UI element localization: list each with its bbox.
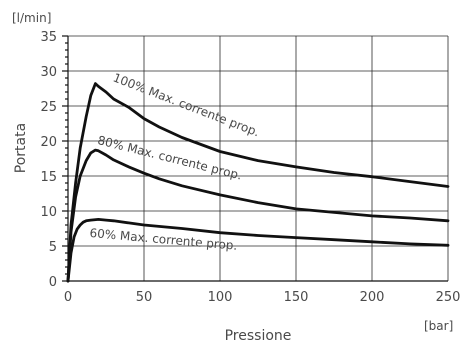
x-tick-label: 100 <box>208 290 233 305</box>
y-tick-label: 15 <box>40 170 57 185</box>
y-tick-label: 0 <box>49 275 57 290</box>
y-tick-label: 20 <box>40 135 57 150</box>
tick-label-layer: 0 50 100 150 200 250 0 5 10 15 20 25 30 35 <box>40 30 460 305</box>
y-axis-unit: [l/min] <box>12 11 51 25</box>
x-axis-title: Pressione <box>225 328 292 340</box>
series-line-3 <box>66 218 450 283</box>
series-line-2 <box>66 148 450 283</box>
x-tick-label: 150 <box>284 290 309 305</box>
y-tick-label: 25 <box>40 100 57 115</box>
series-label-3: 60% Max. corrente prop. <box>89 226 238 253</box>
x-tick-label: 250 <box>436 290 461 305</box>
x-tick-label: 50 <box>136 290 153 305</box>
series-layer <box>66 82 450 283</box>
x-tick-label: 200 <box>360 290 385 305</box>
x-tick-label: 0 <box>64 290 72 305</box>
y-tick-label: 10 <box>40 205 57 220</box>
grid-layer <box>68 35 449 281</box>
y-axis-title: Portata <box>13 123 29 173</box>
y-tick-label: 5 <box>49 240 57 255</box>
series-line-1 <box>66 82 450 283</box>
series-label-1: 100% Max. corrente prop. <box>111 71 262 140</box>
series-label-2: 80% Max. corrente prop. <box>96 133 243 182</box>
x-axis-unit: [bar] <box>424 319 453 333</box>
y-tick-label: 30 <box>40 65 57 80</box>
y-tick-label: 35 <box>40 30 57 45</box>
